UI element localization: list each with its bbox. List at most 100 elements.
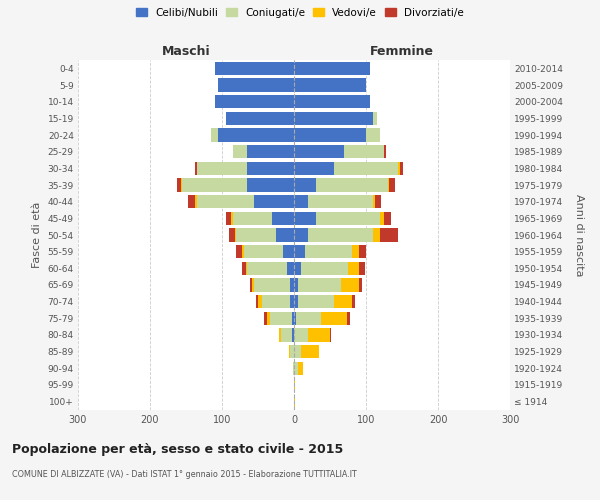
Bar bbox=[294, 362, 298, 375]
Text: Femmine: Femmine bbox=[370, 46, 434, 59]
Bar bbox=[389, 178, 395, 192]
Bar bbox=[341, 278, 359, 291]
Bar bbox=[279, 328, 281, 342]
Bar bbox=[347, 312, 350, 325]
Bar bbox=[373, 112, 377, 125]
Bar bbox=[258, 295, 262, 308]
Bar bbox=[373, 228, 380, 241]
Bar bbox=[301, 262, 348, 275]
Bar bbox=[236, 228, 276, 241]
Bar bbox=[266, 312, 270, 325]
Bar bbox=[247, 162, 294, 175]
Bar bbox=[218, 128, 294, 141]
Bar bbox=[178, 178, 181, 192]
Bar bbox=[308, 228, 373, 241]
Bar bbox=[294, 295, 298, 308]
Bar bbox=[290, 295, 294, 308]
Bar bbox=[373, 195, 376, 208]
Bar bbox=[388, 178, 389, 192]
Bar bbox=[283, 245, 294, 258]
Bar bbox=[294, 195, 308, 208]
Bar bbox=[294, 345, 301, 358]
Bar bbox=[194, 162, 197, 175]
Bar bbox=[182, 178, 247, 192]
Bar bbox=[290, 278, 294, 291]
Y-axis label: Fasce di età: Fasce di età bbox=[32, 202, 42, 268]
Bar bbox=[276, 228, 294, 241]
Bar bbox=[188, 195, 196, 208]
Bar bbox=[294, 278, 298, 291]
Bar bbox=[398, 162, 400, 175]
Bar bbox=[250, 278, 252, 291]
Bar bbox=[254, 278, 290, 291]
Text: Maschi: Maschi bbox=[161, 46, 211, 59]
Bar bbox=[215, 95, 294, 108]
Bar bbox=[294, 328, 308, 342]
Bar bbox=[359, 262, 365, 275]
Bar bbox=[296, 312, 322, 325]
Bar bbox=[236, 245, 242, 258]
Bar bbox=[270, 312, 292, 325]
Bar bbox=[330, 328, 331, 342]
Bar bbox=[294, 62, 370, 75]
Bar bbox=[232, 212, 233, 225]
Bar bbox=[294, 112, 373, 125]
Bar bbox=[294, 128, 366, 141]
Bar bbox=[384, 212, 391, 225]
Bar bbox=[254, 195, 294, 208]
Bar bbox=[294, 228, 308, 241]
Bar bbox=[294, 145, 344, 158]
Bar bbox=[316, 178, 388, 192]
Bar bbox=[316, 212, 380, 225]
Bar bbox=[226, 112, 294, 125]
Bar bbox=[334, 162, 398, 175]
Bar bbox=[287, 262, 294, 275]
Bar bbox=[256, 295, 258, 308]
Bar bbox=[244, 245, 283, 258]
Bar bbox=[294, 95, 370, 108]
Bar bbox=[247, 145, 294, 158]
Bar bbox=[376, 195, 381, 208]
Bar bbox=[344, 145, 384, 158]
Bar bbox=[352, 245, 359, 258]
Bar bbox=[294, 162, 334, 175]
Bar bbox=[196, 195, 197, 208]
Bar bbox=[400, 162, 403, 175]
Bar bbox=[218, 78, 294, 92]
Bar bbox=[281, 328, 292, 342]
Bar bbox=[293, 362, 294, 375]
Bar bbox=[233, 212, 272, 225]
Bar bbox=[246, 262, 247, 275]
Bar bbox=[294, 78, 366, 92]
Bar bbox=[197, 195, 254, 208]
Text: COMUNE DI ALBIZZATE (VA) - Dati ISTAT 1° gennaio 2015 - Elaborazione TUTTITALIA.: COMUNE DI ALBIZZATE (VA) - Dati ISTAT 1°… bbox=[12, 470, 357, 479]
Bar bbox=[262, 295, 290, 308]
Text: Popolazione per età, sesso e stato civile - 2015: Popolazione per età, sesso e stato civil… bbox=[12, 442, 343, 456]
Legend: Celibi/Nubili, Coniugati/e, Vedovi/e, Divorziati/e: Celibi/Nubili, Coniugati/e, Vedovi/e, Di… bbox=[136, 8, 464, 18]
Bar bbox=[305, 245, 352, 258]
Bar bbox=[298, 278, 341, 291]
Bar bbox=[235, 228, 236, 241]
Bar bbox=[384, 145, 386, 158]
Bar bbox=[242, 262, 246, 275]
Bar bbox=[252, 278, 254, 291]
Bar bbox=[294, 395, 295, 408]
Bar bbox=[289, 345, 290, 358]
Bar bbox=[265, 312, 266, 325]
Bar bbox=[301, 345, 319, 358]
Y-axis label: Anni di nascita: Anni di nascita bbox=[574, 194, 584, 276]
Bar bbox=[334, 295, 352, 308]
Bar bbox=[298, 295, 334, 308]
Bar bbox=[197, 162, 247, 175]
Bar bbox=[352, 295, 355, 308]
Bar bbox=[298, 362, 304, 375]
Bar bbox=[272, 212, 294, 225]
Bar bbox=[294, 245, 305, 258]
Bar bbox=[294, 178, 316, 192]
Bar bbox=[242, 245, 244, 258]
Bar bbox=[247, 262, 287, 275]
Bar bbox=[292, 312, 294, 325]
Bar bbox=[294, 212, 316, 225]
Bar bbox=[380, 212, 384, 225]
Bar bbox=[322, 312, 347, 325]
